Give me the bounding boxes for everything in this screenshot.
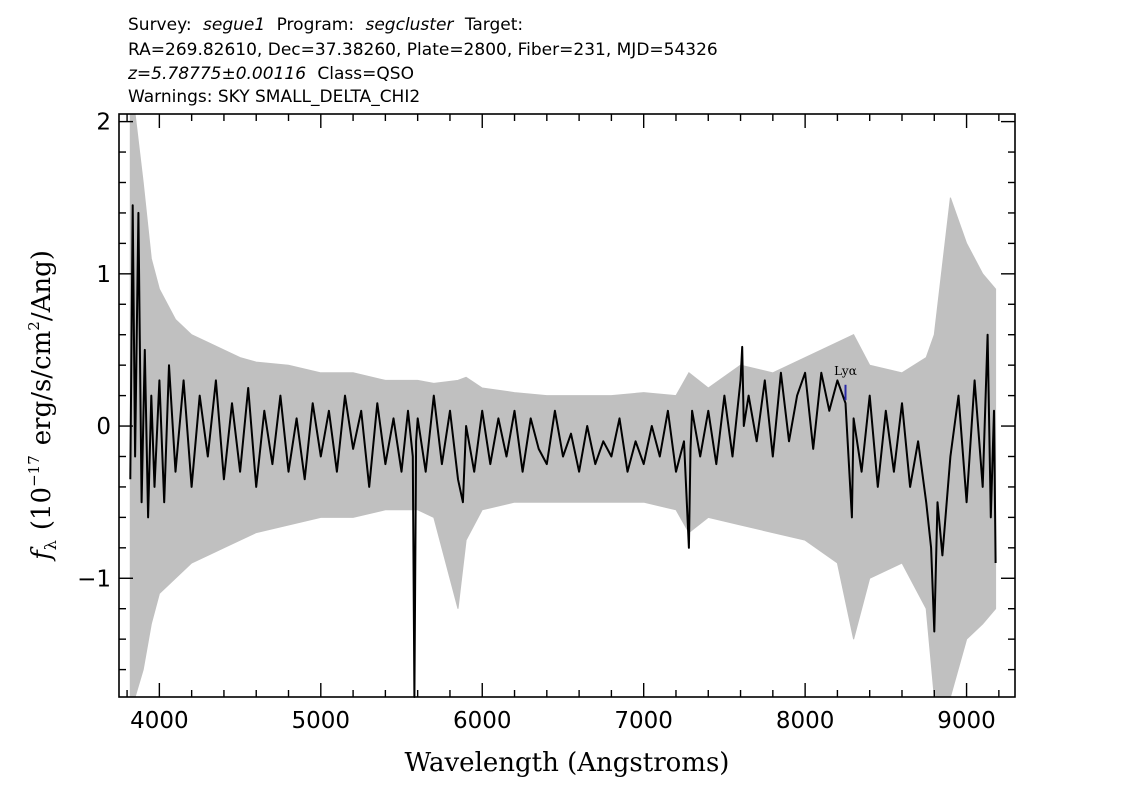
x-axis-title: Wavelength (Angstroms): [405, 748, 730, 778]
program-label: Program:: [277, 15, 354, 35]
y-tick-label: −1: [77, 566, 111, 592]
header-class: Class=QSO: [317, 64, 414, 84]
y-axis-exponent: −17: [25, 455, 43, 487]
y-axis-unit-exponent: 2: [25, 321, 43, 331]
y-tick-label: 2: [96, 110, 111, 136]
x-tick-label: 7000: [614, 708, 673, 734]
target-label: Target:: [464, 15, 523, 35]
survey-label: Survey:: [128, 15, 192, 35]
axis-ticks: [119, 114, 1015, 697]
y-axis-scale: (10: [27, 487, 57, 530]
chart-header: Survey: segue1 Program: segcluster Targe…: [127, 15, 718, 107]
program-name: segcluster: [365, 15, 454, 35]
header-coords: RA=269.82610, Dec=37.38260, Plate=2800, …: [128, 40, 718, 60]
plot-frame: [118, 113, 1016, 698]
x-tick-label: 4000: [130, 708, 189, 734]
header-warnings: Warnings: SKY SMALL_DELTA_CHI2: [128, 87, 420, 107]
x-tick-label: 8000: [776, 708, 835, 734]
survey-name: segue1: [203, 15, 265, 35]
x-tick-label: 5000: [292, 708, 351, 734]
header-redshift: z=5.78775±0.00116: [127, 64, 306, 84]
header-line-1: Survey: segue1 Program: segcluster Targe…: [128, 15, 523, 35]
flux-line: [129, 204, 997, 698]
y-tick-label: 1: [96, 262, 111, 288]
y-tick-labels: −1 0 1 2: [77, 110, 111, 593]
y-axis-units: erg/s/cm: [27, 331, 57, 446]
y-axis-units-tail: /Ang): [27, 250, 57, 321]
flux-series: [129, 204, 997, 698]
y-axis-symbol-sub: λ: [41, 540, 60, 550]
x-tick-label: 6000: [453, 708, 512, 734]
line-annotations: Lyα: [834, 364, 857, 401]
header-line-3: z=5.78775±0.00116 Class=QSO: [127, 64, 414, 84]
y-tick-label: 0: [96, 414, 111, 440]
noise-band: [129, 113, 997, 698]
y-axis-title: fλ(10−17erg/s/cm2/Ang): [25, 250, 60, 562]
noise-series: [129, 113, 997, 698]
x-tick-labels: 4000 5000 6000 7000 8000 9000: [130, 708, 996, 734]
x-tick-label: 9000: [937, 708, 996, 734]
lya-label: Lyα: [834, 364, 857, 378]
